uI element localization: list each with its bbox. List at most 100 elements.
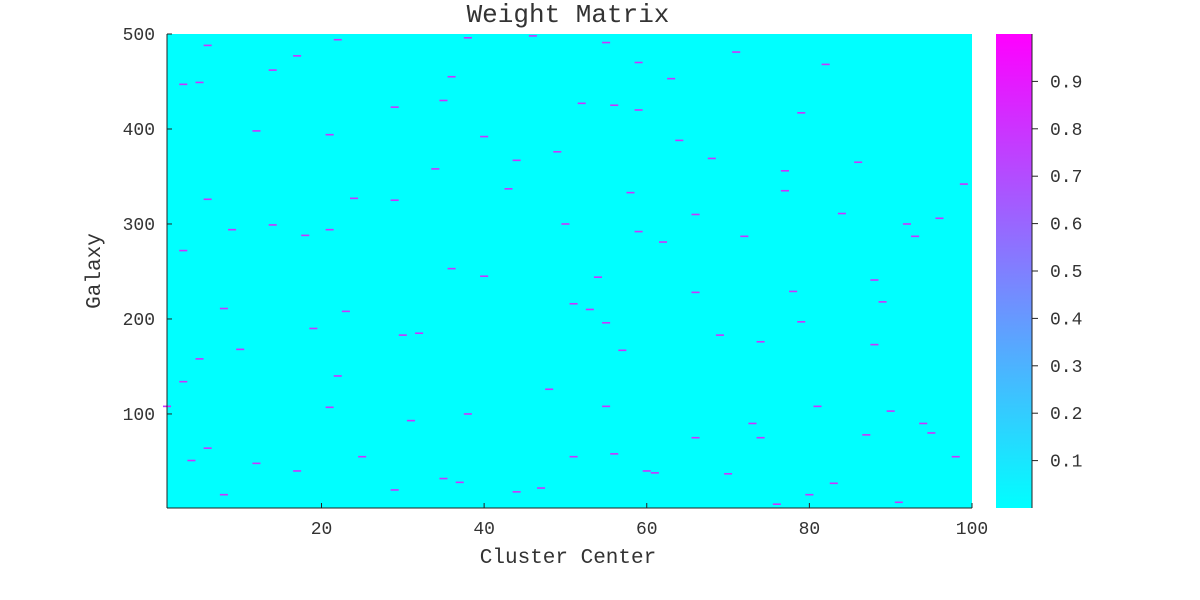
heatmap-cell (797, 321, 805, 323)
heatmap-cell (870, 279, 878, 281)
heatmap-cell (781, 170, 789, 172)
heatmap-cell (586, 309, 594, 311)
x-tick-label: 20 (311, 520, 333, 540)
heatmap-cell (822, 64, 830, 66)
heatmap-cell (895, 502, 903, 504)
heatmap-cell (919, 423, 927, 425)
heatmap-cell (692, 292, 700, 294)
heatmap-cell (204, 447, 212, 449)
heatmap-cell (789, 291, 797, 293)
heatmap-cell (561, 223, 569, 225)
colorbar-tick-label: 0.1 (1050, 453, 1082, 473)
heatmap-cell (179, 381, 187, 383)
colorbar-tick-label: 0.2 (1050, 405, 1082, 425)
colorbar-tick-label: 0.9 (1050, 73, 1082, 93)
heatmap-cell (399, 334, 407, 336)
y-tick-label: 300 (123, 216, 155, 236)
heatmap-cell (309, 328, 317, 330)
heatmap-cell (415, 332, 423, 334)
colorbar-tick-label: 0.4 (1050, 310, 1082, 330)
colorbar (996, 34, 1032, 508)
y-tick-label: 200 (123, 311, 155, 331)
heatmap-cell (334, 39, 342, 41)
heatmap-background (167, 34, 972, 508)
heatmap-cell (960, 183, 968, 185)
heatmap-cell (797, 112, 805, 114)
heatmap-cell (692, 437, 700, 439)
y-axis-ticks: 100 200 300 400 500 (123, 26, 172, 426)
heatmap-cell (187, 460, 195, 462)
heatmap-cell (545, 388, 553, 390)
heatmap-cell (456, 482, 464, 484)
y-tick-label: 400 (123, 121, 155, 141)
heatmap-cell (326, 134, 334, 136)
heatmap-cell (301, 235, 309, 237)
heatmap-cell (293, 55, 301, 57)
heatmap-cell (228, 229, 236, 231)
heatmap-cell (504, 188, 512, 190)
heatmap-cell (179, 250, 187, 252)
heatmap-cell (724, 473, 732, 475)
heatmap-cell (911, 236, 919, 238)
heatmap-cell (220, 494, 228, 496)
heatmap-cell (269, 224, 277, 226)
heatmap-cell (643, 470, 651, 472)
heatmap-cell (773, 503, 781, 505)
x-tick-label: 80 (799, 520, 821, 540)
heatmap-cell (220, 308, 228, 310)
heatmap-cell (204, 198, 212, 200)
heatmap-cell (269, 69, 277, 71)
heatmap-cell (667, 78, 675, 80)
heatmap-cell (675, 140, 683, 142)
heatmap-cell (879, 301, 887, 303)
colorbar-tick-label: 0.8 (1050, 121, 1082, 141)
heatmap-cell (358, 456, 366, 458)
heatmap-cell (602, 406, 610, 408)
x-axis-label: Cluster Center (480, 547, 656, 570)
heatmap-cell (635, 62, 643, 64)
heatmap-cell (513, 160, 521, 162)
heatmap-cell (439, 478, 447, 480)
heatmap-cell (513, 491, 521, 493)
heatmap-cell (740, 236, 748, 238)
heatmap-cell (334, 375, 342, 377)
colorbar-tick-label: 0.6 (1050, 216, 1082, 236)
heatmap-cell (326, 229, 334, 231)
y-tick-label: 100 (123, 406, 155, 426)
x-axis-ticks: 20 40 60 80 100 (311, 503, 989, 540)
heatmap-cell (602, 322, 610, 324)
heatmap-cell (350, 198, 358, 200)
heatmap-cell (553, 151, 561, 153)
heatmap-cell (578, 103, 586, 105)
y-tick-label: 500 (123, 26, 155, 46)
heatmap-cell (391, 489, 399, 491)
heatmap-cell (781, 190, 789, 192)
chart-title: Weight Matrix (467, 0, 670, 30)
x-tick-label: 100 (956, 520, 988, 540)
heatmap-cell (659, 241, 667, 243)
heatmap-cell (862, 434, 870, 436)
heatmap-cell (692, 214, 700, 216)
heatmap-cell (651, 472, 659, 474)
heatmap-cell (830, 483, 838, 485)
heatmap-cell (326, 407, 334, 409)
heatmap-cell (635, 109, 643, 111)
heatmap-cell (635, 231, 643, 233)
heatmap-cell (196, 82, 204, 84)
heatmap-cell (594, 276, 602, 278)
x-tick-label: 40 (473, 520, 495, 540)
heatmap-cell (732, 51, 740, 53)
heatmap-cell (342, 311, 350, 313)
heatmap-cell (196, 358, 204, 360)
heatmap-cell (570, 456, 578, 458)
heatmap-cell (887, 410, 895, 412)
heatmap-cell (757, 437, 765, 439)
heatmap-cell (204, 45, 212, 47)
y-axis-label: Galaxy (84, 233, 107, 309)
heatmap-cell (252, 463, 260, 465)
heatmap-cell (748, 423, 756, 425)
heatmap-cell (805, 494, 813, 496)
heatmap-cell (529, 35, 537, 37)
heatmap-cell (391, 106, 399, 108)
